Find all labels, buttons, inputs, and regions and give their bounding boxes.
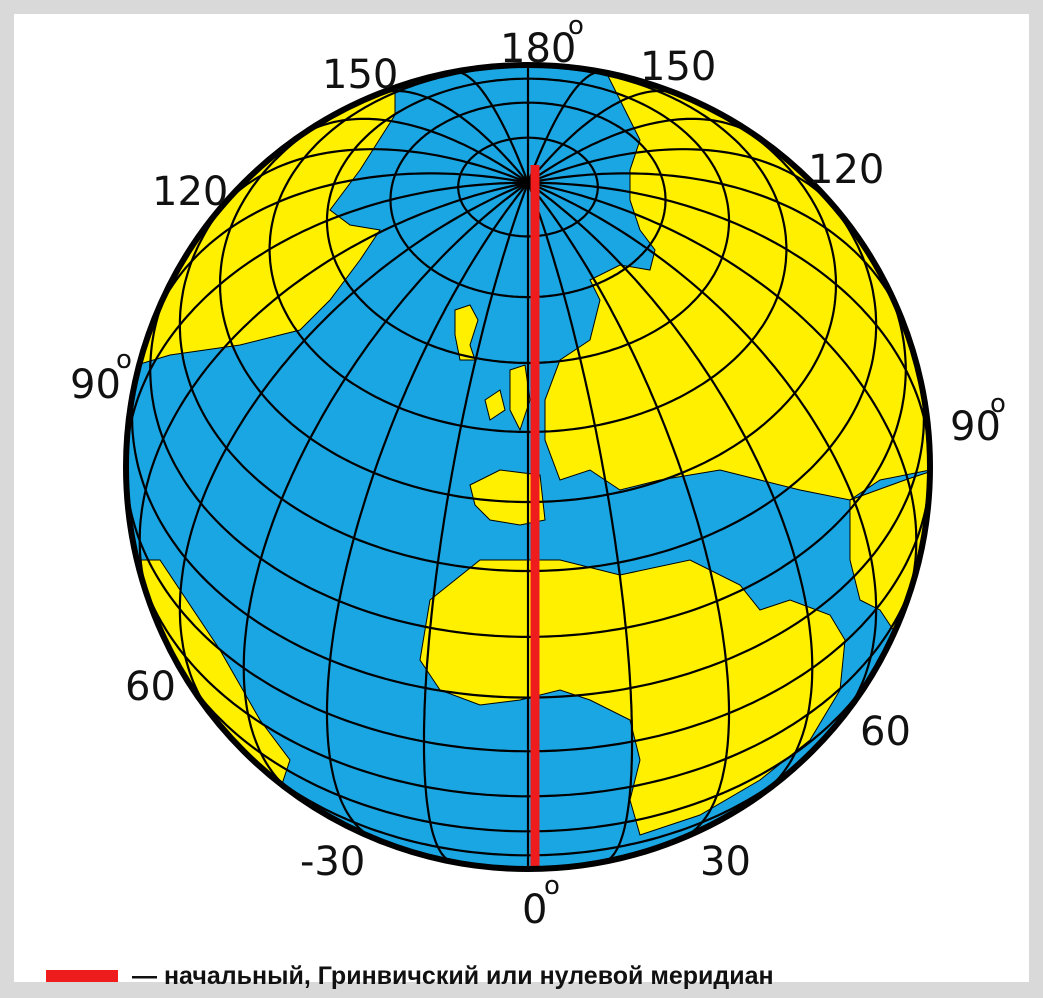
- label-0: 0: [522, 887, 547, 933]
- land-scandinavia: [509, 364, 531, 432]
- label-120-left: 120: [152, 169, 228, 215]
- label-minus-30: -30: [300, 839, 365, 885]
- parallel-line: [178, 182, 878, 573]
- meridian-line: [454, 70, 530, 184]
- parallel-line: [138, 569, 918, 798]
- land-british-isles: [454, 304, 479, 361]
- meridian-line: [527, 181, 814, 796]
- meridian-line: [422, 182, 530, 864]
- globe-map: 180 o 150 150 120 120 90 o 90 o 60 60 -3…: [70, 14, 1006, 933]
- parallel-line: [457, 136, 599, 238]
- meridian-line: [526, 182, 634, 864]
- label-120-right: 120: [808, 147, 884, 193]
- meridian-line: [527, 181, 878, 721]
- meridian-line: [126, 181, 529, 468]
- degree-90-right: o: [990, 389, 1006, 419]
- label-90-right: 90: [950, 404, 1001, 450]
- legend: — начальный, Гринвичский или нулевой мер…: [46, 954, 774, 998]
- meridian-line: [527, 172, 905, 323]
- parallel-line: [149, 273, 907, 638]
- legend-red-swatch: [46, 970, 118, 982]
- parallel-line: [245, 753, 811, 857]
- graticule-lines: [126, 65, 930, 869]
- meridian-line: [178, 181, 529, 721]
- parallel-line: [126, 466, 930, 753]
- parallel-line: [268, 65, 788, 434]
- globe-outline: [123, 62, 933, 872]
- meridian-line: [527, 117, 759, 184]
- meridian-line: [297, 117, 529, 184]
- meridian-line: [526, 70, 602, 184]
- meridian-line: [138, 181, 529, 608]
- parallel-line: [130, 368, 926, 699]
- meridian-line: [151, 172, 529, 323]
- parallel-line: [389, 101, 667, 299]
- land-ireland: [484, 389, 506, 421]
- label-150-left: 150: [322, 52, 398, 98]
- meridian-line: [527, 181, 918, 608]
- degree-90-left: o: [116, 345, 132, 375]
- parallel-line: [325, 77, 731, 365]
- meridian-line: [527, 181, 930, 468]
- meridian-line: [527, 148, 840, 213]
- meridian-line: [527, 182, 731, 840]
- label-180: 180: [500, 26, 576, 72]
- label-60-left: 60: [125, 664, 176, 710]
- label-150-right: 150: [640, 44, 716, 90]
- meridian-line: [216, 148, 529, 213]
- label-90-left: 90: [70, 362, 121, 408]
- label-30: 30: [700, 839, 751, 885]
- label-60-right: 60: [860, 709, 911, 755]
- degree-0: o: [544, 871, 560, 901]
- legend-text: — начальный, Гринвичский или нулевой мер…: [132, 961, 774, 990]
- parallel-line: [219, 100, 837, 504]
- land-africa: [419, 559, 846, 836]
- degree-180: o: [568, 14, 584, 41]
- parallel-line: [176, 663, 880, 833]
- meridian-line: [242, 181, 529, 796]
- land-masses: [126, 69, 930, 836]
- meridian-line: [325, 182, 529, 840]
- figure-frame: 180 o 150 150 120 120 90 o 90 o 60 60 -3…: [14, 14, 1029, 990]
